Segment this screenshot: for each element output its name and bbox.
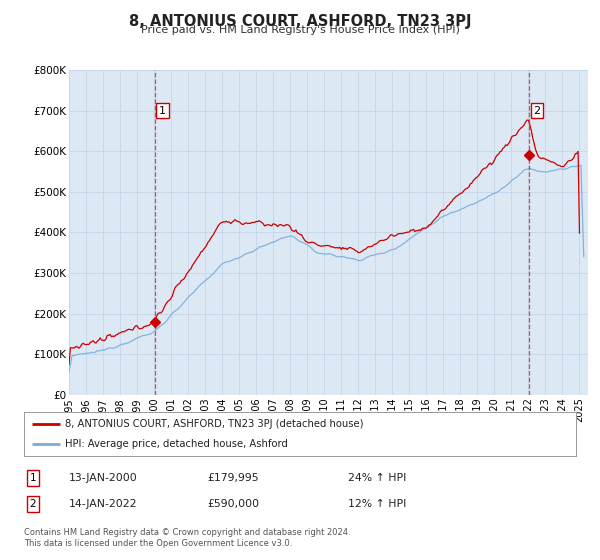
Text: Price paid vs. HM Land Registry's House Price Index (HPI): Price paid vs. HM Land Registry's House … <box>140 25 460 35</box>
Text: £590,000: £590,000 <box>207 499 259 509</box>
Text: 1: 1 <box>159 106 166 115</box>
Text: 24% ↑ HPI: 24% ↑ HPI <box>348 473 406 483</box>
Text: £179,995: £179,995 <box>207 473 259 483</box>
Text: HPI: Average price, detached house, Ashford: HPI: Average price, detached house, Ashf… <box>65 439 288 449</box>
Text: 1: 1 <box>29 473 37 483</box>
Text: 13-JAN-2000: 13-JAN-2000 <box>69 473 138 483</box>
Text: 2: 2 <box>533 106 541 115</box>
Text: 2: 2 <box>29 499 37 509</box>
Text: Contains HM Land Registry data © Crown copyright and database right 2024.
This d: Contains HM Land Registry data © Crown c… <box>24 528 350 548</box>
Text: 8, ANTONIUS COURT, ASHFORD, TN23 3PJ: 8, ANTONIUS COURT, ASHFORD, TN23 3PJ <box>129 14 471 29</box>
Text: 12% ↑ HPI: 12% ↑ HPI <box>348 499 406 509</box>
Text: 14-JAN-2022: 14-JAN-2022 <box>69 499 137 509</box>
Text: 8, ANTONIUS COURT, ASHFORD, TN23 3PJ (detached house): 8, ANTONIUS COURT, ASHFORD, TN23 3PJ (de… <box>65 419 364 429</box>
